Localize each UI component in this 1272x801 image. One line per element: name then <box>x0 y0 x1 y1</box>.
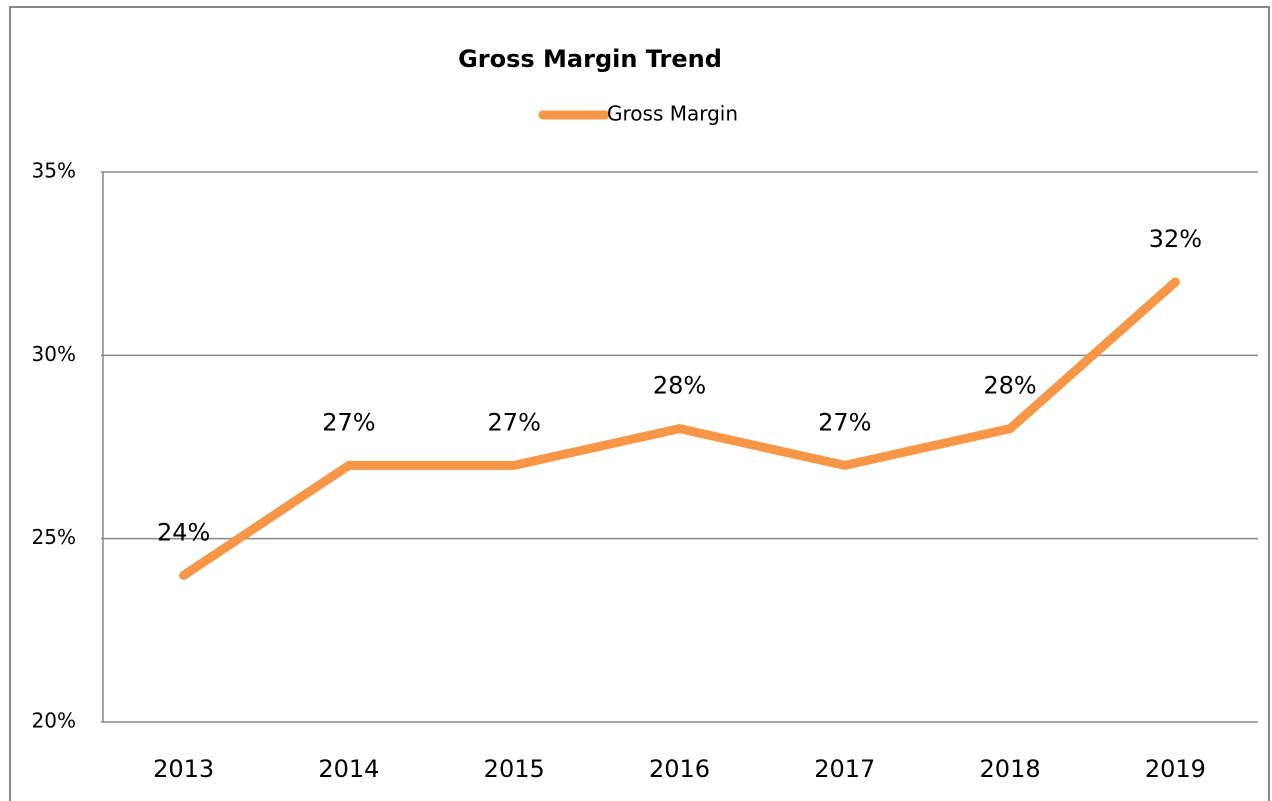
x-tick-label: 2018 <box>980 755 1041 783</box>
y-tick-label: 25% <box>32 525 76 549</box>
data-label: 27% <box>818 408 871 436</box>
data-label: 27% <box>322 408 375 436</box>
y-tick-label: 30% <box>32 342 76 366</box>
x-tick-label: 2019 <box>1145 755 1206 783</box>
data-label: 28% <box>653 372 706 400</box>
y-tick-label: 35% <box>32 159 76 183</box>
data-line <box>179 277 1180 580</box>
data-label: 24% <box>157 518 210 546</box>
x-tick-label: 2017 <box>814 755 875 783</box>
x-tick-label: 2013 <box>153 755 214 783</box>
data-label: 32% <box>1149 225 1202 253</box>
chart-frame <box>9 6 1270 801</box>
chart-title: Gross Margin Trend <box>458 45 722 73</box>
data-label: 27% <box>488 408 541 436</box>
x-tick-label: 2016 <box>649 755 710 783</box>
x-tick-label: 2015 <box>484 755 545 783</box>
data-label: 28% <box>983 372 1036 400</box>
x-tick-label: 2014 <box>318 755 379 783</box>
y-tick-label: 20% <box>32 709 76 733</box>
legend-label: Gross Margin <box>607 102 738 126</box>
